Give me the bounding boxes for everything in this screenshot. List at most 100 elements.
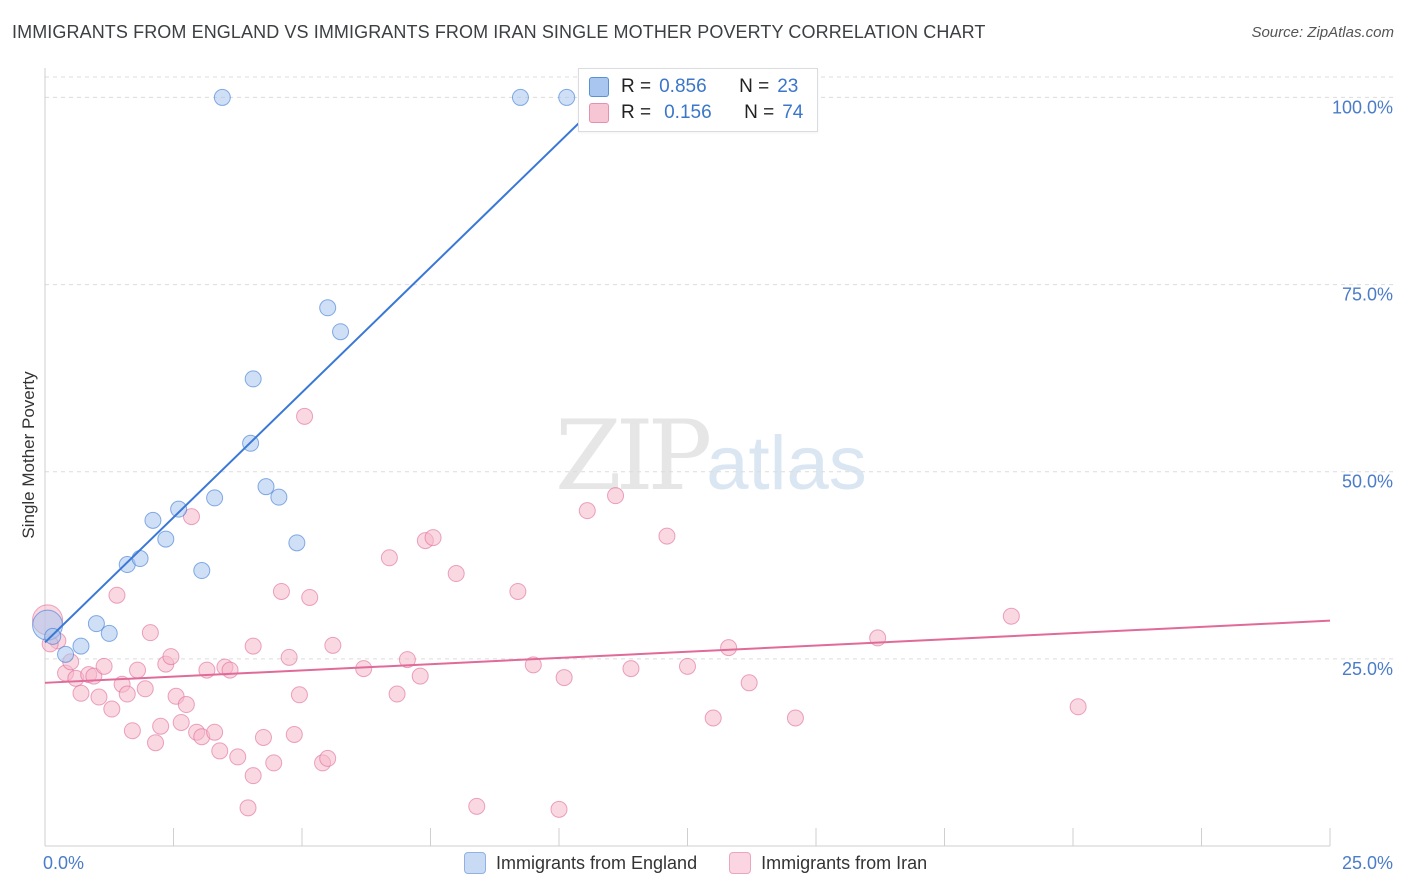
point-iran <box>162 648 180 666</box>
point-iran <box>152 717 170 735</box>
point-iran <box>95 657 113 675</box>
point-iran <box>244 637 262 655</box>
point-iran <box>550 800 568 818</box>
point-iran <box>1002 607 1020 625</box>
x-tick-label: 25.0% <box>1342 853 1393 873</box>
point-iran <box>221 661 239 679</box>
stats-r-value: 0.156 <box>664 102 712 123</box>
point-iran <box>411 667 429 685</box>
point-iran <box>319 749 337 767</box>
point-iran <box>658 527 676 545</box>
point-england <box>213 88 231 106</box>
watermark-zip: ZIP <box>555 400 712 512</box>
point-iran <box>380 549 398 567</box>
point-iran <box>129 661 147 679</box>
point-iran <box>285 725 303 743</box>
chart-title: IMMIGRANTS FROM ENGLAND VS IMMIGRANTS FR… <box>12 22 986 42</box>
point-iran <box>118 685 136 703</box>
point-england <box>131 550 149 568</box>
point-iran <box>90 688 108 706</box>
point-england <box>511 88 529 106</box>
point-iran <box>136 680 154 698</box>
point-iran <box>468 797 486 815</box>
point-iran <box>229 748 247 766</box>
point-england <box>157 530 175 548</box>
point-england <box>257 478 275 496</box>
point-england <box>244 370 262 388</box>
point-england <box>72 637 90 655</box>
y-tick-label: 100.0% <box>1332 97 1393 117</box>
point-england <box>270 488 288 506</box>
point-iran <box>103 700 121 718</box>
point-iran <box>254 728 272 746</box>
stats-legend-box: R = 0.856 N = 23 R = 0.156 N = 74 <box>578 68 818 132</box>
point-england <box>193 562 211 580</box>
point-iran <box>704 709 722 727</box>
point-england <box>144 511 162 529</box>
point-iran <box>211 742 229 760</box>
legend-item-iran[interactable]: Immigrants from Iran <box>729 852 927 874</box>
trend-lines <box>44 96 1331 684</box>
point-iran <box>607 487 625 505</box>
stats-swatch-iran <box>589 103 609 123</box>
point-iran <box>272 582 290 600</box>
source-label: Source: ZipAtlas.com <box>1251 24 1394 41</box>
point-iran <box>622 660 640 678</box>
legend-label-england: Immigrants from England <box>496 852 698 873</box>
point-iran <box>301 588 319 606</box>
point-england <box>87 615 105 633</box>
point-iran <box>555 669 573 687</box>
stats-row-iran: R = 0.156 N = 74 <box>589 100 803 126</box>
tick-labels: 25.0% 50.0% 75.0% 100.0% 0.0% 25.0% <box>43 97 1393 873</box>
legend-swatch-england <box>464 852 486 874</box>
point-iran <box>447 565 465 583</box>
trend-line-iran <box>44 619 1331 684</box>
point-iran <box>141 624 159 642</box>
point-england <box>332 323 350 341</box>
point-iran <box>244 767 262 785</box>
point-iran <box>578 502 596 520</box>
point-england <box>57 645 75 663</box>
stats-n-label: N = <box>744 102 775 123</box>
point-england <box>319 299 337 317</box>
gridlines <box>45 76 1393 660</box>
point-iran <box>524 656 542 674</box>
point-england <box>44 627 62 645</box>
point-iran <box>72 684 90 702</box>
point-iran <box>296 407 314 425</box>
point-england <box>558 88 576 106</box>
point-england <box>288 534 306 552</box>
legend-label-iran: Immigrants from Iran <box>761 852 928 873</box>
point-iran <box>265 754 283 772</box>
chart-legend: Immigrants from England Immigrants from … <box>464 852 927 874</box>
legend-swatch-iran <box>729 852 752 874</box>
point-iran <box>177 696 195 714</box>
y-tick-label: 75.0% <box>1342 285 1393 305</box>
point-iran <box>679 657 696 675</box>
point-iran <box>1069 698 1087 716</box>
point-iran <box>147 734 165 752</box>
stats-n-value: 23 <box>777 76 799 97</box>
watermark: ZIPatlas <box>555 400 867 512</box>
point-iran <box>424 529 442 547</box>
stats-swatch-england <box>589 77 609 97</box>
point-england <box>170 500 188 518</box>
stats-n-label: N = <box>739 76 770 97</box>
watermark-atlas: atlas <box>706 421 867 506</box>
point-iran <box>182 508 200 526</box>
point-iran <box>388 685 406 703</box>
point-iran <box>290 686 308 704</box>
point-iran <box>509 582 527 600</box>
stats-n-value: 74 <box>782 102 804 123</box>
point-iran <box>206 723 224 741</box>
point-iran <box>280 648 298 666</box>
point-iran <box>239 799 257 817</box>
legend-item-england[interactable]: Immigrants from England <box>464 852 697 874</box>
data-points <box>32 88 1087 818</box>
point-iran <box>398 651 416 669</box>
y-tick-label: 25.0% <box>1342 659 1393 679</box>
axes <box>44 68 1331 847</box>
point-iran <box>123 722 141 740</box>
stats-row-england: R = 0.856 N = 23 <box>589 74 798 100</box>
